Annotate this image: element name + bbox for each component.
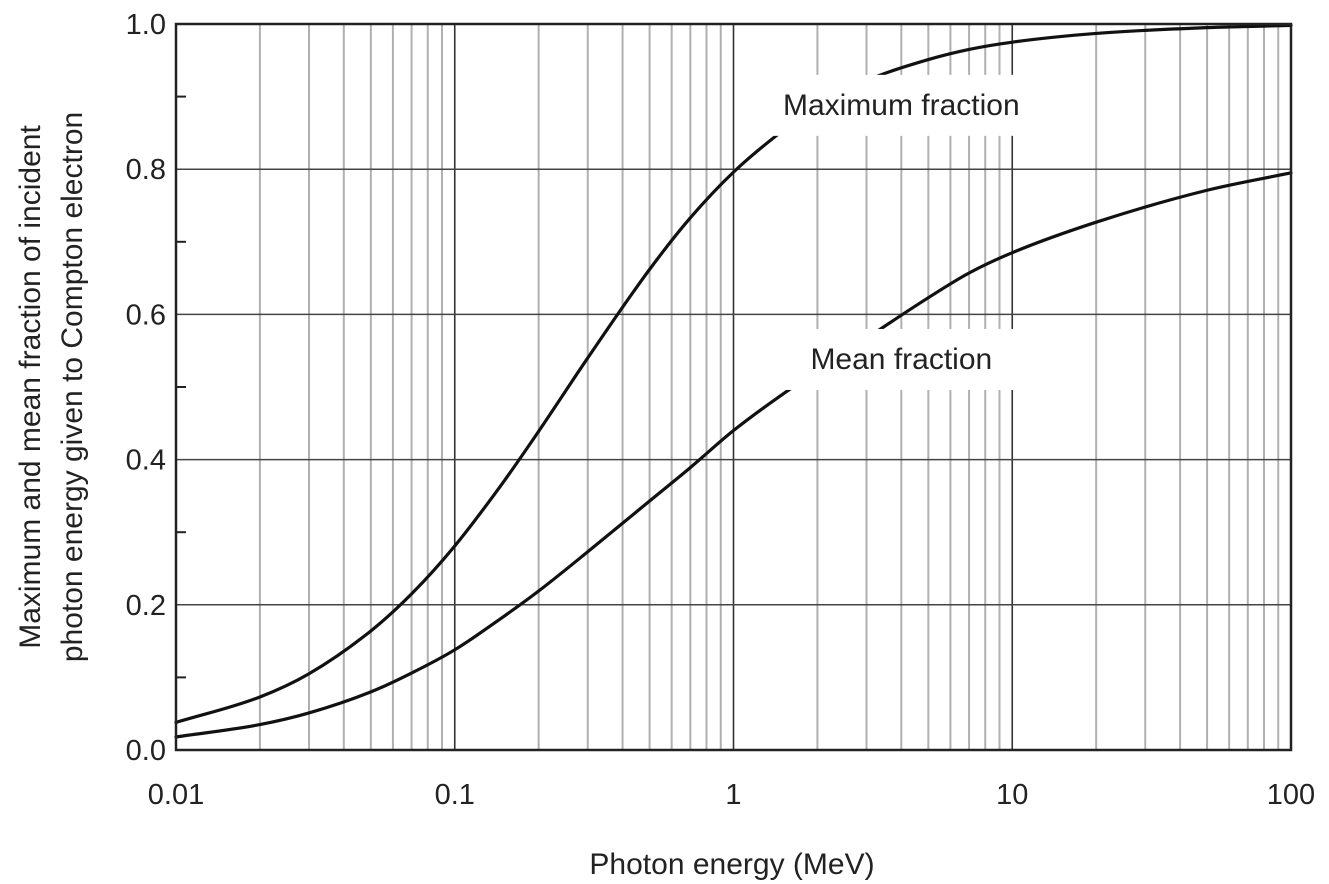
- x-tick-label: 10: [996, 779, 1028, 811]
- curve-annotations: Maximum fraction Mean fraction: [744, 74, 1058, 390]
- maximum-fraction-annotation: Maximum fraction: [744, 74, 1058, 136]
- y-tick-label: 0.4: [126, 445, 166, 477]
- x-tick-label: 1: [725, 779, 741, 811]
- annotation-label: Maximum fraction: [783, 89, 1020, 122]
- axis-ticks: [176, 95, 186, 679]
- y-tick-label: 0.8: [126, 154, 166, 186]
- y-tick-label: 1.0: [126, 9, 166, 41]
- y-axis-title-line-1: Maximum and mean fraction of incident: [14, 125, 47, 649]
- series-lines: [174, 23, 1293, 739]
- axis-tick-labels: 0.01 0.1 1 10 100 0.0 0.2 0.4 0.6 0.8 1.0: [126, 9, 1316, 811]
- x-axis-title: Photon energy (MeV): [589, 848, 874, 881]
- annotation-background: [744, 74, 1058, 136]
- y-axis-title-line-2: photon energy given to Compton electron: [56, 112, 89, 662]
- annotation-background: [772, 328, 1031, 390]
- y-tick-label: 0.0: [126, 735, 166, 767]
- mean-fraction-line: [174, 171, 1293, 739]
- x-tick-label: 0.01: [148, 779, 204, 811]
- mean-fraction-annotation: Mean fraction: [772, 328, 1031, 390]
- maximum-fraction-line: [174, 23, 1293, 725]
- x-tick-label: 100: [1267, 779, 1315, 811]
- x-tick-label: 0.1: [435, 779, 475, 811]
- y-tick-label: 0.2: [126, 590, 166, 622]
- y-tick-label: 0.6: [126, 299, 166, 331]
- annotation-label: Mean fraction: [810, 343, 992, 376]
